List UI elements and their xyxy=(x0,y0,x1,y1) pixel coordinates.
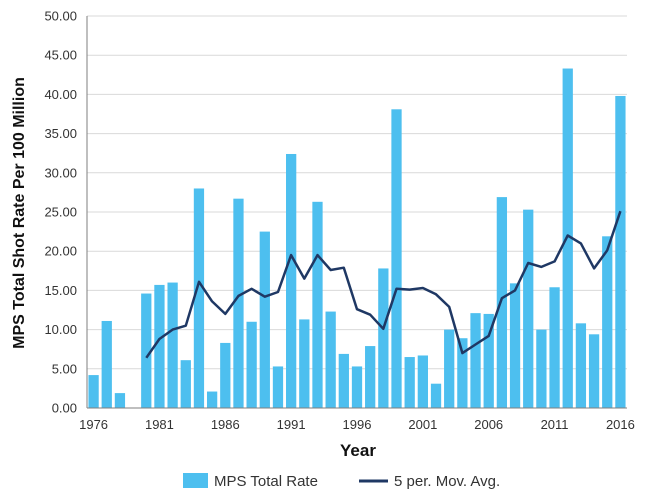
y-tick-label: 25.00 xyxy=(44,205,77,220)
x-tick-label: 2011 xyxy=(541,417,569,432)
x-tick-label: 1976 xyxy=(79,417,108,432)
y-tick-label: 40.00 xyxy=(44,87,77,102)
bar xyxy=(365,346,376,408)
bar xyxy=(180,360,191,408)
bar xyxy=(272,366,284,408)
x-axis-title: Year xyxy=(340,441,376,460)
x-tick-label: 1986 xyxy=(211,417,240,432)
legend: MPS Total Rate 5 per. Mov. Avg. xyxy=(183,473,500,490)
bar xyxy=(404,357,415,408)
bar xyxy=(193,188,205,408)
y-tick-labels: 0.00 5.00 10.00 15.00 20.00 25.00 30.00 35.00 40… xyxy=(44,9,77,416)
bar xyxy=(286,153,297,408)
x-tick-label: 2016 xyxy=(606,417,635,432)
moving-average-line xyxy=(145,210,622,359)
bar xyxy=(588,334,600,408)
bar xyxy=(430,383,442,408)
bar xyxy=(496,197,508,408)
bar xyxy=(602,236,613,408)
bar xyxy=(523,209,534,408)
bar xyxy=(562,68,573,408)
bar xyxy=(549,287,560,408)
y-tick-label: 30.00 xyxy=(44,165,77,180)
bar xyxy=(299,319,310,408)
x-tick-label: 2001 xyxy=(408,417,437,432)
bar xyxy=(233,198,244,408)
bar xyxy=(457,338,468,408)
legend-swatch-bar xyxy=(183,473,208,488)
bar xyxy=(615,95,626,408)
bar xyxy=(391,109,402,409)
bar xyxy=(378,268,389,408)
y-tick-label: 35.00 xyxy=(44,126,77,141)
bar xyxy=(444,329,455,408)
axes xyxy=(86,16,627,409)
bar xyxy=(114,393,126,408)
bar xyxy=(536,329,547,408)
x-tick-labels: 1976 1981 1986 1991 1996 2001 2006 2011 2016 xyxy=(79,417,635,432)
y-tick-label: 10.00 xyxy=(44,322,77,337)
y-tick-label: 5.00 xyxy=(52,361,77,376)
bar xyxy=(101,320,112,408)
y-tick-label: 20.00 xyxy=(44,244,77,259)
bar xyxy=(167,282,178,408)
x-tick-label: 2006 xyxy=(474,417,503,432)
bar xyxy=(259,231,270,408)
bar-series xyxy=(88,68,626,409)
y-tick-label: 50.00 xyxy=(44,9,77,24)
bar xyxy=(338,353,349,408)
bar xyxy=(325,311,336,408)
x-tick-label: 1981 xyxy=(145,417,174,432)
bar xyxy=(88,375,99,408)
bar xyxy=(417,355,428,408)
legend-label-bar: MPS Total Rate xyxy=(214,473,318,490)
y-axis-title: MPS Total Shot Rate Per 100 Million xyxy=(11,77,28,349)
y-tick-label: 0.00 xyxy=(52,401,77,416)
bar xyxy=(312,201,323,408)
legend-label-line: 5 per. Mov. Avg. xyxy=(394,473,500,490)
bar xyxy=(470,313,481,408)
x-tick-label: 1996 xyxy=(343,417,372,432)
bar xyxy=(206,391,218,408)
moving-average-series xyxy=(145,210,622,359)
y-tick-label: 15.00 xyxy=(44,283,77,298)
bar xyxy=(220,342,231,408)
bar xyxy=(483,313,494,408)
bar xyxy=(246,321,257,408)
x-tick-label: 1991 xyxy=(277,417,306,432)
bar xyxy=(141,293,152,408)
y-tick-label: 45.00 xyxy=(44,48,77,63)
bar xyxy=(351,366,363,408)
bar xyxy=(154,284,165,408)
bar xyxy=(509,283,521,408)
bar xyxy=(575,323,587,408)
